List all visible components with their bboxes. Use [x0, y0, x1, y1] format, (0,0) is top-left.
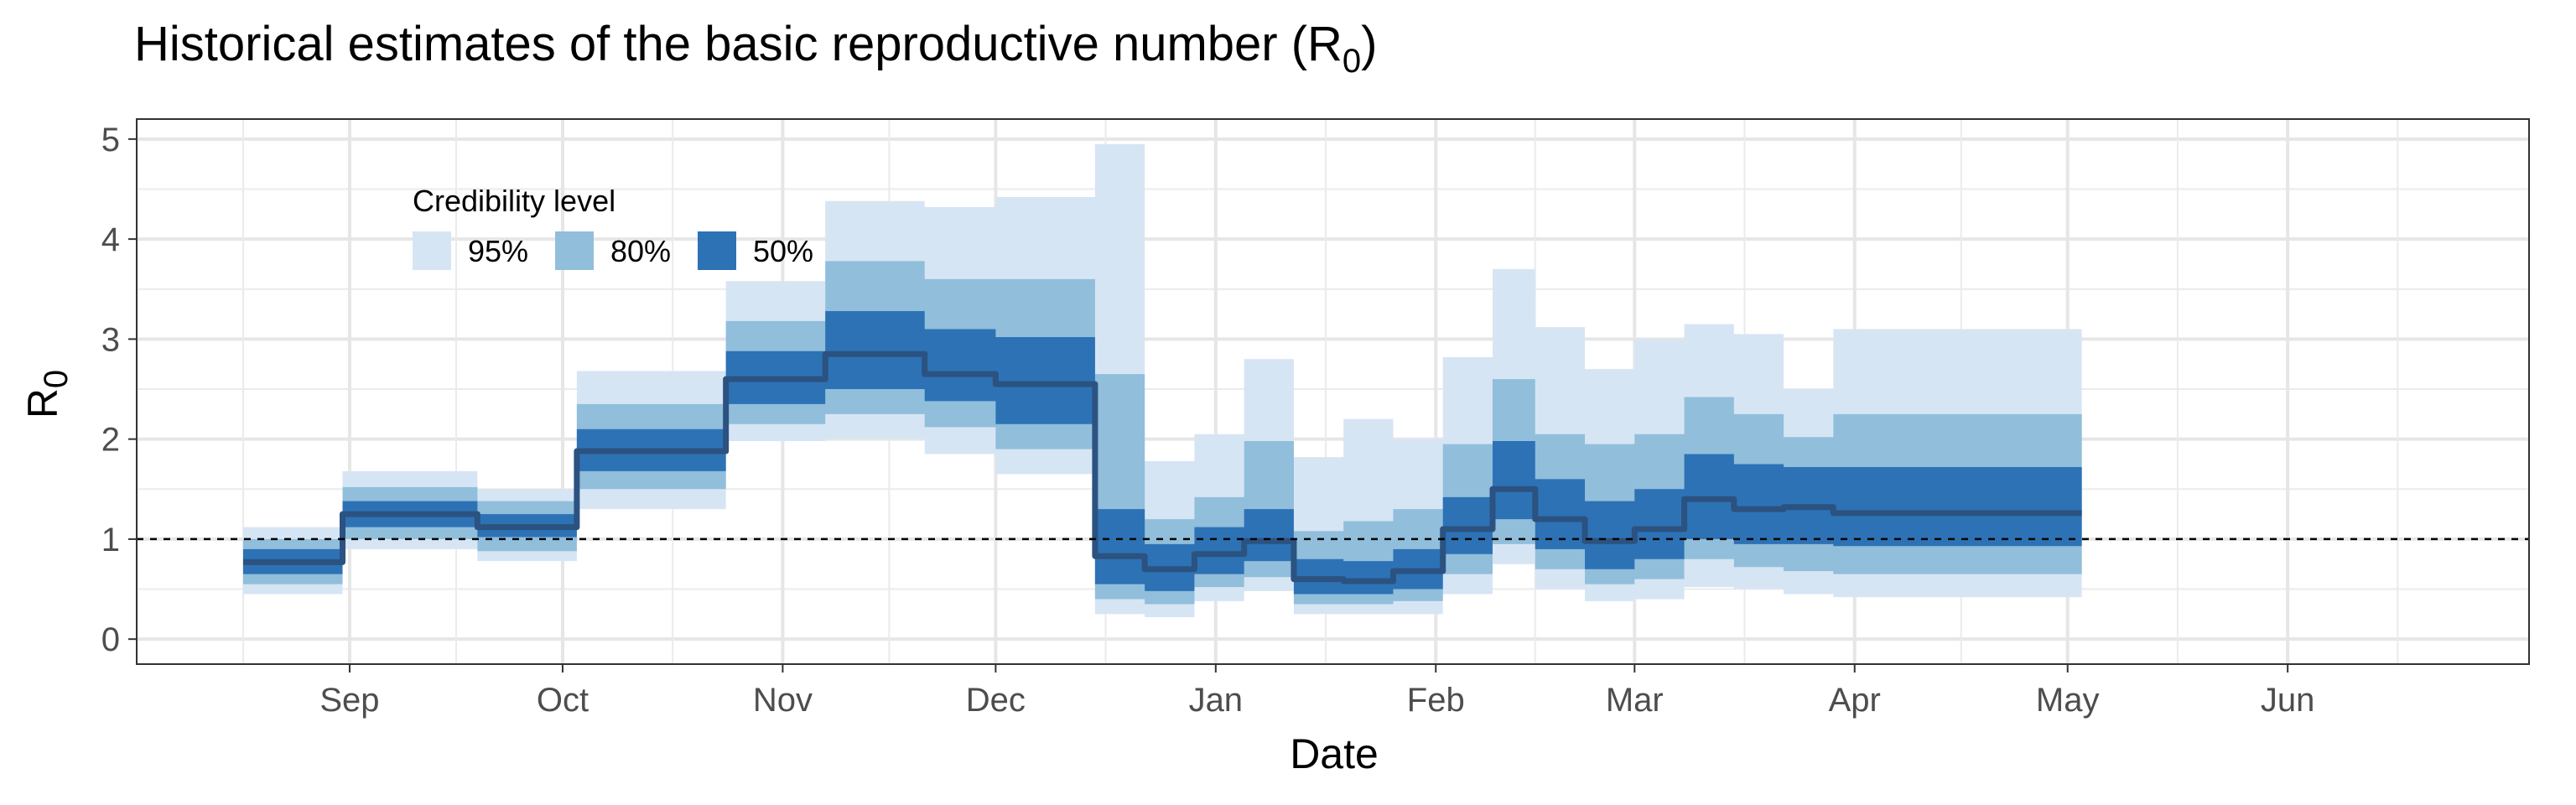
y-tick-label: 2	[101, 422, 120, 459]
legend-swatch	[413, 231, 451, 270]
y-tick-label: 1	[101, 522, 120, 558]
median-line	[242, 351, 2082, 584]
legend-label: 80%	[610, 234, 671, 268]
band-50-area	[242, 310, 2082, 595]
x-tick-label: Sep	[319, 682, 379, 719]
legend-label: 50%	[753, 234, 813, 268]
y-tick-label: 4	[101, 221, 120, 258]
y-tick-label: 3	[101, 321, 120, 358]
x-tick-label: Dec	[966, 682, 1026, 719]
x-tick-label: Jun	[2261, 682, 2315, 719]
chart-title-main: Historical estimates of the basic reprod…	[134, 17, 1343, 71]
x-tick-label: Mar	[1606, 682, 1664, 719]
y-axis-title-subscript: 0	[38, 370, 75, 388]
y-axis-title: R0	[19, 370, 75, 418]
band-50	[242, 310, 2082, 595]
x-tick-label: May	[2036, 682, 2100, 719]
y-tick-label: 5	[101, 122, 120, 158]
chart-title-suffix: )	[1361, 17, 1377, 71]
x-axis-title: Date	[1290, 730, 1379, 777]
x-tick-label: Apr	[1829, 682, 1881, 719]
x-axis: Sep Oct Nov Dec Jan Feb Mar Apr May Jun	[319, 664, 2314, 719]
y-tick-label: 0	[101, 621, 120, 658]
median-line-group	[242, 351, 2082, 584]
x-tick-label: Feb	[1407, 682, 1465, 719]
legend-items: 95% 80% 50%	[413, 231, 813, 270]
legend: Credibility level 95% 80% 50%	[413, 184, 813, 270]
y-axis-title-main: R	[19, 388, 66, 418]
y-axis: 0 1 2 3 4 5	[101, 122, 137, 658]
legend-label: 95%	[468, 234, 528, 268]
chart-title: Historical estimates of the basic reprod…	[134, 17, 1378, 80]
chart-title-subscript: 0	[1343, 43, 1361, 80]
panel-border	[136, 118, 2530, 665]
legend-swatch	[555, 231, 594, 270]
legend-title: Credibility level	[413, 184, 615, 218]
x-tick-label: Oct	[537, 682, 589, 719]
legend-swatch	[698, 231, 736, 270]
x-tick-label: Jan	[1189, 682, 1244, 719]
x-tick-label: Nov	[753, 682, 813, 719]
